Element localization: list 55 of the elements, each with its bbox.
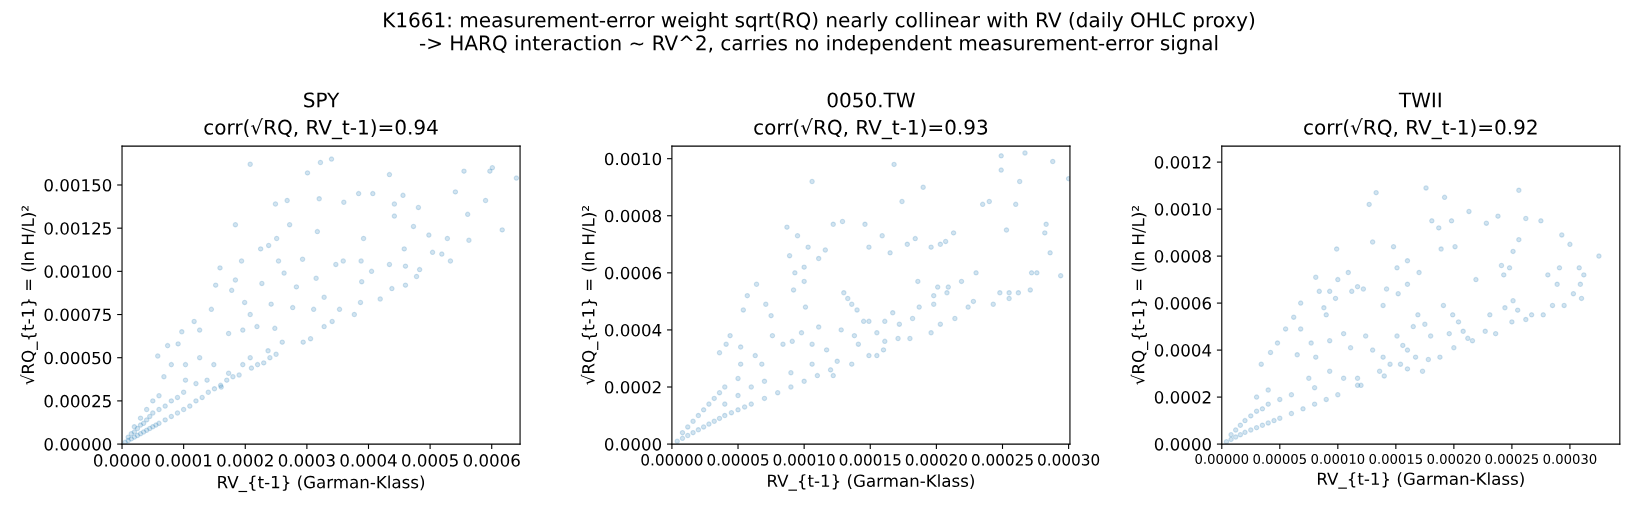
chart-subtitle: corr(√RQ, RV_t-1)=0.93 bbox=[754, 118, 988, 140]
x-tick-label: 0.00030 bbox=[1543, 454, 1597, 465]
y-tick-label: 0.0004 bbox=[1154, 344, 1212, 357]
y-tick-label: 0.0008 bbox=[1154, 250, 1211, 263]
text: -> HARQ interaction ~ RV^2, carries no independent measurement-error signal bbox=[419, 35, 1218, 55]
x-tick-label: 0.0002 bbox=[217, 454, 273, 467]
y-tick-label: 0.0000 bbox=[1154, 438, 1211, 451]
chart-title: SPY bbox=[304, 92, 340, 108]
text: K1661: measurement-error weight sqrt(RQ) nearly collinear with RV (daily OHLC proxy) bbox=[384, 12, 1255, 32]
chart-subtitle: corr(√RQ, RV_t-1)=0.94 bbox=[204, 118, 438, 140]
y-tick-label: 0.0008 bbox=[604, 209, 662, 223]
x-tick-label: 0.00030 bbox=[1038, 454, 1100, 466]
x-tick-label: 0.00025 bbox=[971, 454, 1033, 466]
x-tick-label: 0.0000 bbox=[93, 454, 151, 467]
y-tick-label: 0.0006 bbox=[1154, 297, 1212, 310]
y-tick-label: 0.00025 bbox=[44, 394, 111, 408]
x-tick-label: 0.00010 bbox=[1311, 454, 1365, 465]
y-tick-label: 0.00125 bbox=[44, 222, 111, 235]
chart-subtitle: corr(√RQ, RV_t-1)=0.92 bbox=[1304, 118, 1537, 140]
x-axis-title: RV_{t-1} (Garman-Klass) bbox=[218, 475, 425, 493]
x-axis-title: RV_{t-1} (Garman-Klass) bbox=[1317, 472, 1524, 489]
y-tick-label: 0.0012 bbox=[1154, 156, 1211, 169]
x-tick-label: 0.00010 bbox=[773, 454, 835, 466]
x-tick-label: 0.00005 bbox=[1253, 454, 1306, 465]
y-tick-label: 0.0004 bbox=[604, 323, 662, 337]
y-tick-label: 0.00075 bbox=[44, 308, 111, 322]
chart-title: TWII bbox=[1398, 92, 1441, 108]
x-tick-label: 0.0005 bbox=[402, 454, 458, 467]
chart-title: 0050.TW bbox=[827, 92, 915, 108]
y-tick-label: 0.00050 bbox=[44, 351, 112, 365]
x-tick-label: 0.0001 bbox=[155, 454, 212, 467]
x-tick-label: 0.0003 bbox=[278, 454, 335, 467]
x-tick-label: 0.00000 bbox=[1195, 454, 1249, 465]
x-axis-title: RV_{t-1} (Garman-Klass) bbox=[768, 474, 974, 491]
y-axis-title: √RQ_{t-1} = (ln H/L)² bbox=[20, 206, 38, 385]
y-tick-label: 0.0010 bbox=[604, 152, 662, 166]
y-axis-title: √RQ_{t-1} = (ln H/L)² bbox=[580, 206, 599, 385]
y-tick-label: 0.00000 bbox=[44, 438, 112, 451]
x-tick-label: 0.00020 bbox=[905, 454, 967, 466]
x-tick-label: 0.00005 bbox=[707, 454, 769, 466]
y-tick-label: 0.0002 bbox=[604, 380, 661, 394]
x-tick-label: 0.00020 bbox=[1427, 454, 1481, 465]
y-tick-label: 0.0010 bbox=[1154, 203, 1211, 216]
x-tick-label: 0.0006 bbox=[463, 454, 520, 467]
x-tick-label: 0.00015 bbox=[839, 454, 901, 466]
x-tick-label: 0.00015 bbox=[1369, 454, 1422, 465]
y-axis-title: √RQ_{t-1} = (ln H/L)² bbox=[1130, 206, 1149, 385]
x-tick-label: 0.00025 bbox=[1485, 454, 1539, 465]
x-tick-label: 0.00000 bbox=[641, 454, 703, 466]
y-tick-label: 0.0006 bbox=[604, 266, 662, 280]
x-tick-label: 0.0004 bbox=[340, 454, 397, 467]
y-tick-label: 0.00100 bbox=[44, 265, 112, 278]
y-tick-label: 0.0002 bbox=[1154, 391, 1211, 404]
y-tick-label: 0.00150 bbox=[44, 178, 112, 192]
y-tick-label: 0.0000 bbox=[604, 438, 662, 451]
